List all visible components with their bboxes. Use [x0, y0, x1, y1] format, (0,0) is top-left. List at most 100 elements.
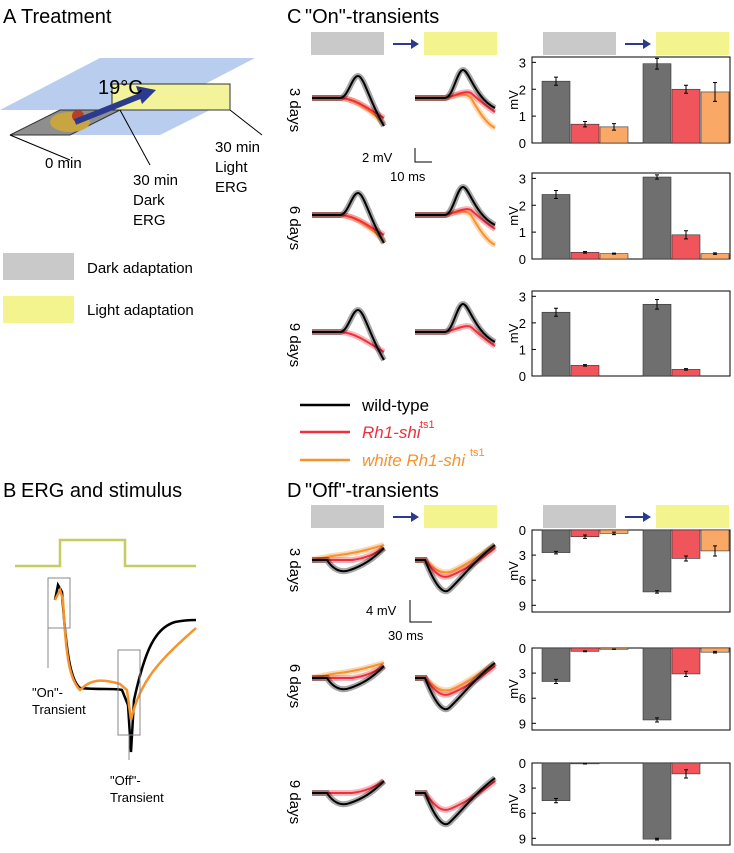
scale-bar: [414, 148, 432, 163]
error-bar: [554, 189, 558, 200]
bar: [671, 647, 701, 675]
y-tick-label: 3: [519, 666, 526, 681]
error-bar: [655, 57, 659, 70]
error-bar: [684, 670, 688, 677]
y-tick-label: 0: [519, 641, 526, 656]
error-bar: [655, 174, 659, 180]
timeline: [9, 134, 71, 161]
error-bar: [583, 364, 587, 367]
plot-frame: [531, 762, 731, 846]
bar: [642, 647, 672, 721]
error-bar: [554, 678, 558, 685]
trace: [415, 777, 496, 826]
annotation: "On"-: [32, 685, 63, 700]
y-tick-label: 0: [519, 756, 526, 771]
error-bar: [655, 837, 659, 841]
temperature: 19°C: [98, 77, 143, 99]
legend-label: white Rh1-shi: [362, 451, 466, 470]
trace-band: [415, 66, 497, 111]
y-tick-label: 2: [519, 198, 526, 213]
timeline-label: Light: [215, 159, 248, 176]
trace: [312, 191, 385, 244]
trace: [312, 665, 385, 691]
trace: [415, 544, 496, 593]
error-bar: [554, 798, 558, 804]
y-tick-label: 0: [519, 136, 526, 151]
y-axis-label: mV: [506, 323, 521, 343]
y-tick-label: 1: [519, 109, 526, 124]
error-bar: [713, 82, 717, 102]
trace-band: [415, 300, 497, 345]
trace: [415, 185, 496, 226]
bar: [541, 194, 571, 260]
error-bar: [684, 368, 688, 371]
row-label: 6 days: [286, 206, 303, 250]
panel-letter: A: [3, 6, 17, 28]
scale-label: 10 ms: [390, 169, 426, 184]
error-bar: [583, 121, 587, 128]
y-tick-label: 2: [519, 316, 526, 331]
bar: [642, 63, 672, 144]
legend-superscript: ts1: [470, 447, 485, 459]
error-bar: [583, 534, 587, 539]
scale-bar: [409, 600, 432, 623]
y-tick-label: 6: [519, 691, 526, 706]
scale-label: 2 mV: [362, 150, 393, 165]
legend-label: Dark adaptation: [87, 260, 193, 277]
trace: [312, 74, 385, 127]
y-tick-label: 3: [519, 55, 526, 70]
error-bar: [713, 650, 717, 654]
bar: [541, 311, 571, 377]
timeline-label: 30 min: [133, 172, 178, 189]
y-tick-label: 6: [519, 806, 526, 821]
trace: [415, 68, 496, 109]
arrow-head: [643, 512, 651, 522]
y-axis-label: mV: [506, 90, 521, 110]
timeline-label: Dark: [133, 192, 165, 209]
arrow: [73, 93, 142, 125]
panel-letter: C: [287, 6, 301, 28]
y-tick-label: 3: [519, 289, 526, 304]
light-header: [656, 32, 729, 55]
row-label: 9 days: [286, 780, 303, 824]
stimulus: [15, 538, 196, 568]
bar: [642, 176, 672, 260]
legend-swatch: [3, 253, 74, 280]
trace: [312, 780, 385, 806]
row-label: 3 days: [286, 548, 303, 592]
trace: [415, 302, 496, 343]
error-bar: [655, 717, 659, 723]
plot-frame: [531, 172, 731, 260]
scale-label: 4 mV: [366, 603, 397, 618]
bar: [541, 762, 571, 801]
panel-letter: D: [287, 480, 301, 502]
bar: [541, 80, 571, 144]
dark-header: [311, 32, 384, 55]
error-bar: [612, 123, 616, 131]
timeline-label: 0 min: [45, 155, 82, 172]
erg-trace: [53, 586, 197, 721]
trace: [415, 780, 496, 811]
error-bar: [684, 84, 688, 94]
y-tick-label: 3: [519, 171, 526, 186]
legend-label: wild-type: [361, 396, 429, 415]
panel-title: "On"-transients: [305, 6, 439, 28]
bar: [541, 647, 571, 682]
error-bar: [554, 76, 558, 86]
y-tick-label: 1: [519, 225, 526, 240]
panel-title: ERG and stimulus: [21, 480, 182, 502]
error-bar: [684, 230, 688, 240]
trace: [415, 325, 496, 347]
trace: [312, 547, 385, 573]
error-bar: [583, 250, 587, 254]
y-axis-label: mV: [506, 561, 521, 581]
error-bar: [583, 650, 587, 653]
plot-frame: [531, 529, 731, 613]
error-bar: [554, 307, 558, 317]
arrow-head: [411, 512, 419, 522]
y-tick-label: 0: [519, 252, 526, 267]
light-header: [424, 505, 497, 528]
trace: [415, 91, 496, 113]
legend-label: Light adaptation: [87, 302, 194, 319]
